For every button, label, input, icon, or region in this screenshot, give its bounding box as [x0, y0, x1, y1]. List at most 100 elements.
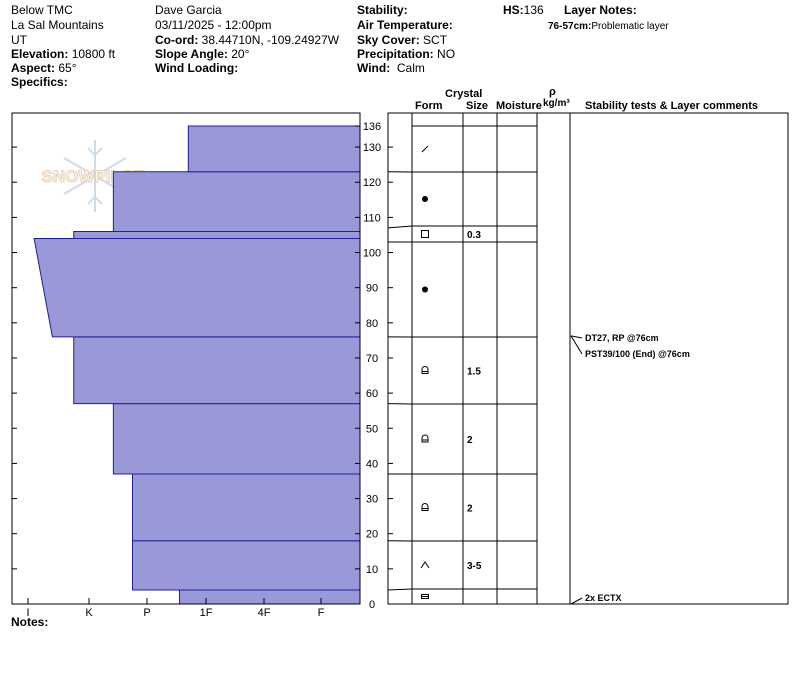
layer-note-range: 76-57cm: [548, 21, 592, 32]
y-tick-label: 0 [369, 599, 375, 611]
x-tick-label: 1F [200, 607, 213, 619]
slope-value: 20° [231, 47, 250, 61]
y-tick-label: 90 [366, 283, 378, 295]
density-unit: kg/m³ [543, 98, 570, 109]
facets-square [421, 230, 429, 238]
stability-test-text: DT27, RP @76cm [585, 333, 659, 343]
hardness-layer [132, 473, 361, 542]
aspect-field: Aspect: 65° [11, 61, 77, 75]
depth-hoar-shape [420, 561, 430, 569]
rounding-facets-shape [421, 366, 429, 374]
observer-name: Dave Garcia [155, 3, 222, 17]
layer-connector [387, 225, 413, 229]
layer-size: 0.3 [467, 230, 481, 241]
hardness-layer [112, 403, 361, 475]
crystal-form-crust-icon [421, 594, 429, 599]
y-tick-label: 20 [366, 529, 378, 541]
layer-connector [387, 588, 413, 591]
crystal-form-rounding-facets-icon [421, 366, 429, 374]
density-symbol: ρ [549, 86, 556, 98]
elevation-value: 10800 ft [71, 47, 116, 61]
notes-label: Notes: [11, 615, 49, 629]
comments-column-title: Stability tests & Layer comments [585, 100, 759, 112]
rounds-dot [422, 286, 428, 293]
elevation-field: Elevation: 10800 ft [11, 47, 115, 61]
stability-label: Stability: [357, 3, 408, 17]
decomposing-slash [421, 145, 429, 153]
slope-label: Slope Angle: [155, 47, 228, 61]
hs-value: 136 [523, 3, 544, 17]
location-name: Below TMC [11, 3, 73, 17]
y-tick-label: 100 [363, 248, 381, 260]
x-tick-label: I [26, 607, 29, 619]
layer-size: 2 [467, 435, 473, 446]
hardness-layer [112, 171, 361, 232]
y-tick-label: 50 [366, 423, 378, 435]
elevation-label: Elevation: [11, 47, 69, 61]
rounding-facets-shape [421, 503, 429, 511]
rounding-facets-shape [421, 434, 429, 443]
y-tick-label: 130 [363, 142, 381, 154]
test-pointer [570, 335, 583, 339]
y-tick-label: 40 [366, 458, 378, 470]
precip-field: Precipitation: NO [357, 47, 455, 61]
sky-field: Sky Cover: SCT [357, 33, 447, 47]
precip-label: Precipitation: [357, 47, 434, 61]
air-temp-label: Air Temperature: [357, 18, 453, 32]
test-pointer [570, 335, 583, 355]
y-tick-label: 30 [366, 494, 378, 506]
test-pointer [570, 597, 583, 605]
hardness-layer [132, 540, 361, 591]
x-tick-label: K [85, 607, 93, 619]
wind-loading-label: Wind Loading: [155, 61, 239, 75]
y-tick-label: 10 [366, 564, 378, 576]
hardness-layer [73, 230, 361, 239]
y-tick-label: 80 [366, 318, 378, 330]
y-tick-label: 110 [363, 212, 381, 224]
hardness-layer [187, 125, 361, 173]
crystal-form-rounds-icon [422, 286, 428, 293]
slope-field: Slope Angle: 20° [155, 47, 249, 61]
wind-field: Wind: Calm [357, 61, 425, 75]
observation-datetime: 03/11/2025 - 12:00pm [155, 18, 272, 32]
size-column-title: Size [466, 100, 489, 112]
layer-note-text: Problematic layer [591, 21, 669, 32]
aspect-value: 65° [58, 61, 77, 75]
form-column-title: Form [415, 100, 443, 112]
aspect-label: Aspect: [11, 61, 56, 75]
x-tick-label: P [143, 607, 150, 619]
crystal-column-title: Crystal [445, 88, 483, 100]
precip-value: NO [437, 47, 456, 61]
crystal-form-facets-icon [421, 230, 429, 238]
x-tick-label: 4F [258, 607, 271, 619]
crystal-form-decomposing-icon [421, 145, 429, 153]
sky-label: Sky Cover: [357, 33, 420, 47]
hardness-layer [73, 336, 361, 405]
coord-field: Co-ord: 38.44710N, -109.24927W [155, 33, 339, 47]
y-tick-label: 60 [366, 388, 378, 400]
layer-size: 2 [467, 504, 473, 515]
state-name: UT [11, 33, 27, 47]
y-tick-label: 70 [366, 353, 378, 365]
sky-value: SCT [423, 33, 448, 47]
range-name: La Sal Mountains [11, 18, 104, 32]
crystal-form-rounding-facets-icon [421, 503, 429, 511]
hardness-layer [178, 589, 361, 605]
crystal-form-rounding-facets-icon [421, 434, 429, 443]
coord-value: 38.44710N, -109.24927W [201, 33, 340, 47]
layer-size: 3-5 [467, 561, 482, 572]
coord-label: Co-ord: [155, 33, 199, 47]
hardness-layer [33, 237, 361, 338]
crystal-form-depth-hoar-icon [420, 561, 430, 569]
stability-test-text: 2x ECTX [585, 593, 622, 603]
y-tick-label: 120 [363, 177, 381, 189]
wind-label: Wind: [357, 61, 391, 75]
layer-notes-label: Layer Notes: [564, 3, 637, 17]
hs-label: HS: [503, 3, 524, 17]
stability-test-text: PST39/100 (End) @76cm [585, 349, 690, 359]
layer-note: 76-57cm:Problematic layer [548, 18, 669, 34]
moisture-column-title: Moisture [496, 100, 542, 112]
hardness-chart-frame [11, 112, 361, 605]
crystal-table-frame [387, 112, 789, 605]
